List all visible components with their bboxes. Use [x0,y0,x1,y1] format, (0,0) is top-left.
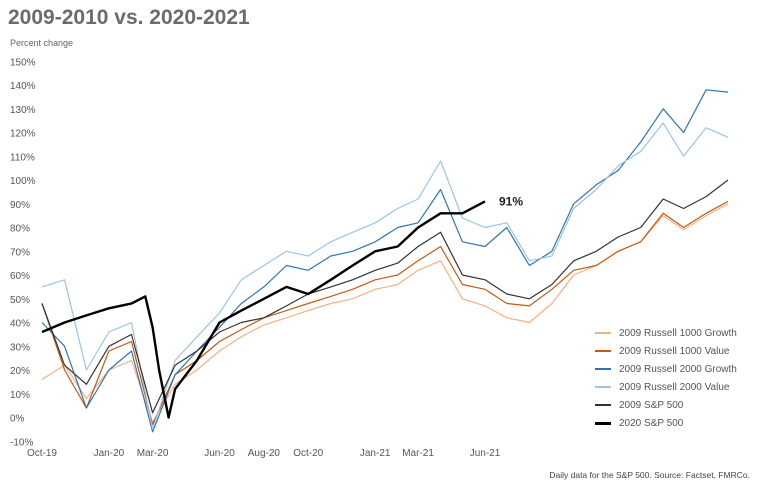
footnote: Daily data for the S&P 500. Source: Fact… [549,470,750,480]
y-tick-label: 100% [10,176,36,187]
x-tick-label: Mar-21 [402,448,434,459]
legend-item: 2009 S&P 500 [595,396,737,414]
legend-label: 2009 S&P 500 [619,399,684,411]
y-tick-label: 120% [10,129,36,140]
series-line-2020-s-p-500 [41,200,486,419]
legend: 2009 Russell 1000 Growth 2009 Russell 100… [595,324,737,432]
legend-label: 2009 Russell 2000 Value [619,381,730,393]
y-tick-label: 80% [10,224,30,235]
y-tick-label: 40% [10,319,30,330]
y-tick-label: 150% [10,57,36,68]
chart-title: 2009-2010 vs. 2020-2021 [8,6,250,29]
legend-item: 2009 Russell 1000 Value [595,342,737,360]
y-tick-label: 20% [10,366,30,377]
legend-item: 2009 Russell 1000 Growth [595,324,737,342]
legend-swatch [595,368,611,370]
y-tick-label: 0% [10,414,25,425]
y-tick-label: 130% [10,105,36,116]
x-tick-label: Jan-21 [360,448,391,459]
x-tick-label: Oct-20 [293,448,323,459]
series-line-2009-s-p-500 [41,179,729,414]
legend-swatch [595,421,611,425]
y-tick-label: 90% [10,200,30,211]
legend-label: 2009 Russell 1000 Value [619,345,730,357]
legend-item: 2009 Russell 2000 Growth [595,360,737,378]
y-tick-label: 50% [10,295,30,306]
x-tick-label: Jun-20 [204,448,235,459]
legend-label: 2009 Russell 1000 Growth [619,327,737,339]
legend-label: 2020 S&P 500 [619,417,684,429]
legend-swatch [595,332,611,334]
y-axis-label: Percent change [10,38,74,48]
x-tick-label: Mar-20 [137,448,169,459]
x-tick-label: Aug-20 [248,448,281,459]
x-tick-label: Oct-19 [27,448,57,459]
series-line-2009-russell-2000-growth [41,89,729,433]
y-tick-label: -10% [10,437,33,448]
y-tick-label: 70% [10,247,30,258]
y-tick-label: 10% [10,390,30,401]
end-value-label: 91% [499,194,523,208]
y-tick-label: 30% [10,342,30,353]
y-tick-label: 110% [10,152,35,163]
x-tick-label: Jan-20 [94,448,125,459]
legend-label: 2009 Russell 2000 Growth [619,363,737,375]
legend-swatch [595,350,611,352]
y-tick-label: 140% [10,81,36,92]
series-line-2009-russell-2000-value [41,122,729,430]
legend-item: 2009 Russell 2000 Value [595,378,737,396]
y-tick-label: 60% [10,271,30,282]
legend-swatch [595,386,611,388]
x-tick-label: Jun-21 [470,448,501,459]
legend-item: 2020 S&P 500 [595,414,737,432]
legend-swatch [595,404,611,406]
